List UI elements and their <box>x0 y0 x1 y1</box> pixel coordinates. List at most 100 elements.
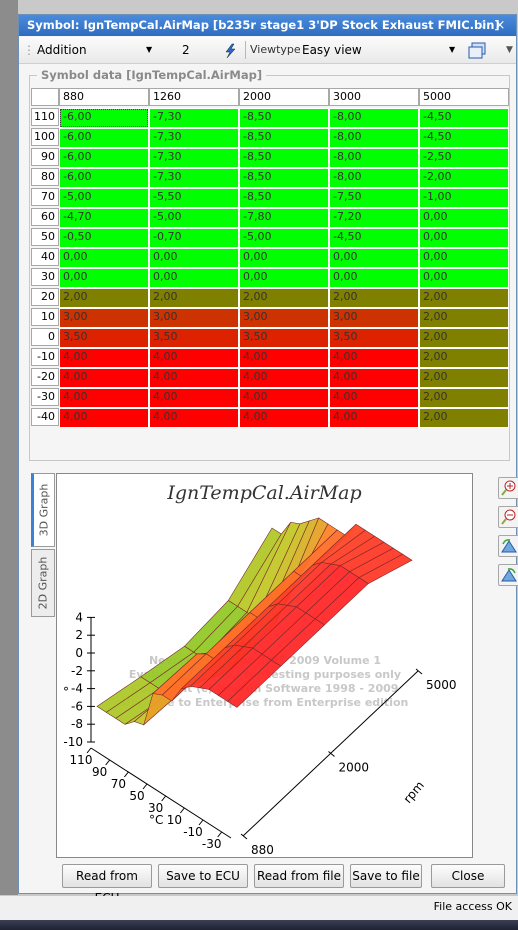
operand-input[interactable]: 2 <box>182 43 190 57</box>
close-button[interactable]: Close <box>431 864 505 888</box>
table-cell[interactable]: -8,50 <box>239 128 329 148</box>
table-cell[interactable]: -7,30 <box>149 168 239 188</box>
table-cell[interactable]: 3,50 <box>239 328 329 348</box>
table-cell[interactable]: 2,00 <box>419 408 509 428</box>
table-cell[interactable]: 3,50 <box>329 328 419 348</box>
close-icon[interactable]: × <box>494 18 506 33</box>
table-cell[interactable]: 0,00 <box>419 248 509 268</box>
table-cell[interactable]: 4,00 <box>149 348 239 368</box>
row-header[interactable]: 10 <box>31 308 59 326</box>
table-cell[interactable]: 2,00 <box>419 348 509 368</box>
table-cell[interactable]: 3,00 <box>59 308 149 328</box>
table-cell[interactable]: 3,00 <box>149 308 239 328</box>
table-cell[interactable]: -5,50 <box>149 188 239 208</box>
table-cell[interactable]: 0,00 <box>239 248 329 268</box>
row-header[interactable]: 50 <box>31 228 59 246</box>
pin-icon[interactable]: ♢ <box>478 20 488 31</box>
table-cell[interactable]: -8,50 <box>239 148 329 168</box>
chevron-down-icon[interactable]: ▼ <box>449 45 456 54</box>
table-cell[interactable]: 4,00 <box>239 368 329 388</box>
row-header[interactable]: 20 <box>31 288 59 306</box>
table-cell[interactable]: 2,00 <box>419 388 509 408</box>
table-cell[interactable]: -7,30 <box>149 108 239 128</box>
table-cell[interactable]: 0,00 <box>149 268 239 288</box>
row-header[interactable]: 90 <box>31 148 59 166</box>
row-header[interactable]: 110 <box>31 108 59 126</box>
zoom-out-button[interactable] <box>498 506 518 528</box>
table-cell[interactable]: -5,00 <box>149 208 239 228</box>
table-cell[interactable]: -2,00 <box>419 168 509 188</box>
overflow-icon[interactable]: ▼ <box>506 45 513 55</box>
row-header[interactable]: -30 <box>31 388 59 406</box>
row-header[interactable]: -10 <box>31 348 59 366</box>
table-cell[interactable]: 0,00 <box>59 248 149 268</box>
table-cell[interactable]: 2,00 <box>419 308 509 328</box>
table-cell[interactable]: -5,00 <box>239 228 329 248</box>
table-cell[interactable]: -8,00 <box>329 148 419 168</box>
table-cell[interactable]: -8,50 <box>239 168 329 188</box>
row-header[interactable]: 0 <box>31 328 59 346</box>
table-cell[interactable]: 4,00 <box>59 388 149 408</box>
operation-select[interactable]: Addition <box>37 37 157 63</box>
table-cell[interactable]: 3,00 <box>239 308 329 328</box>
table-cell[interactable]: 4,00 <box>59 348 149 368</box>
table-cell[interactable]: -4,70 <box>59 208 149 228</box>
table-cell[interactable]: 2,00 <box>329 288 419 308</box>
table-cell[interactable]: 0,00 <box>59 268 149 288</box>
apply-icon[interactable] <box>222 37 238 63</box>
viewtype-select[interactable]: Easy view <box>302 37 462 63</box>
table-cell[interactable]: 4,00 <box>239 348 329 368</box>
table-cell[interactable]: 3,50 <box>149 328 239 348</box>
table-cell[interactable]: -2,50 <box>419 148 509 168</box>
row-header[interactable]: 80 <box>31 168 59 186</box>
table-cell[interactable]: -1,00 <box>419 188 509 208</box>
table-cell[interactable]: -6,00 <box>59 108 149 128</box>
rotate-left-button[interactable] <box>498 535 518 557</box>
table-cell[interactable]: -6,00 <box>59 128 149 148</box>
table-cell[interactable]: 4,00 <box>149 408 239 428</box>
table-cell[interactable]: -6,00 <box>59 148 149 168</box>
table-cell[interactable]: 0,00 <box>149 248 239 268</box>
table-cell[interactable]: -8,00 <box>329 108 419 128</box>
window-layout-icon[interactable] <box>467 37 487 63</box>
tab-3d-graph[interactable]: 3D Graph <box>31 473 55 547</box>
column-header[interactable]: 1260 <box>149 88 239 106</box>
table-cell[interactable]: 4,00 <box>149 388 239 408</box>
column-header[interactable]: 2000 <box>239 88 329 106</box>
row-header[interactable]: -20 <box>31 368 59 386</box>
surface-chart[interactable]: Nevron Chart for .NET 2009 Volume 1Evalu… <box>57 474 472 857</box>
table-cell[interactable]: 4,00 <box>329 408 419 428</box>
table-cell[interactable]: 4,00 <box>59 408 149 428</box>
save-to-ecu-button[interactable]: Save to ECU <box>158 864 248 888</box>
table-cell[interactable]: -7,30 <box>149 128 239 148</box>
table-cell[interactable]: -0,70 <box>149 228 239 248</box>
table-cell[interactable]: 2,00 <box>419 288 509 308</box>
tab-2d-graph[interactable]: 2D Graph <box>31 549 55 617</box>
column-header[interactable]: 880 <box>59 88 149 106</box>
table-cell[interactable]: 4,00 <box>149 368 239 388</box>
read-from-file-button[interactable]: Read from file <box>254 864 344 888</box>
table-cell[interactable]: 0,00 <box>419 268 509 288</box>
table-cell[interactable]: 4,00 <box>329 388 419 408</box>
column-header[interactable]: 5000 <box>419 88 509 106</box>
table-cell[interactable]: -8,00 <box>329 168 419 188</box>
row-header[interactable]: 60 <box>31 208 59 226</box>
table-cell[interactable]: 0,00 <box>329 268 419 288</box>
table-cell[interactable]: -5,00 <box>59 188 149 208</box>
zoom-in-button[interactable] <box>498 477 518 499</box>
table-cell[interactable]: -6,00 <box>59 168 149 188</box>
column-header[interactable]: 3000 <box>329 88 419 106</box>
table-cell[interactable]: -8,00 <box>329 128 419 148</box>
table-cell[interactable]: 2,00 <box>149 288 239 308</box>
table-cell[interactable]: 4,00 <box>329 368 419 388</box>
table-cell[interactable]: 3,00 <box>329 308 419 328</box>
table-cell[interactable]: 2,00 <box>239 288 329 308</box>
table-cell[interactable]: -0,50 <box>59 228 149 248</box>
save-to-file-button[interactable]: Save to file <box>350 864 422 888</box>
table-cell[interactable]: -7,50 <box>329 188 419 208</box>
row-header[interactable]: 70 <box>31 188 59 206</box>
table-cell[interactable]: 3,50 <box>59 328 149 348</box>
read-from-ecu-button[interactable]: Read from ECU <box>62 864 152 905</box>
row-header[interactable]: 40 <box>31 248 59 266</box>
table-cell[interactable]: 4,00 <box>239 388 329 408</box>
